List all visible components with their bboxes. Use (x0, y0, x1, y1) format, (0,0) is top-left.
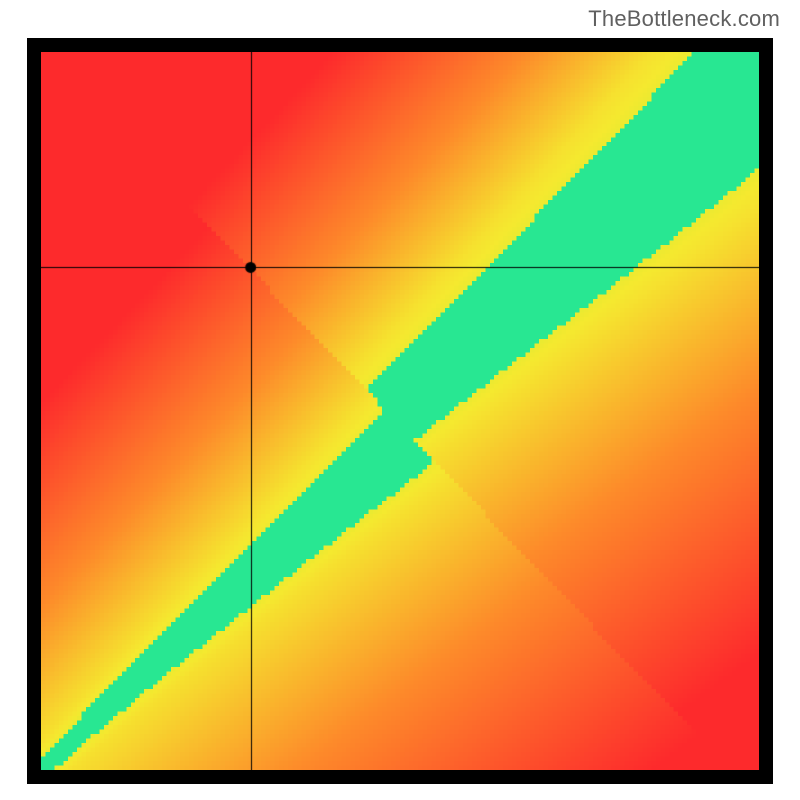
plot-frame-top (27, 38, 773, 52)
plot-frame-right (759, 38, 773, 784)
plot-frame-bottom (27, 770, 773, 784)
crosshair-overlay (41, 52, 759, 770)
plot-frame-left (27, 38, 41, 784)
attribution-text: TheBottleneck.com (588, 6, 780, 32)
